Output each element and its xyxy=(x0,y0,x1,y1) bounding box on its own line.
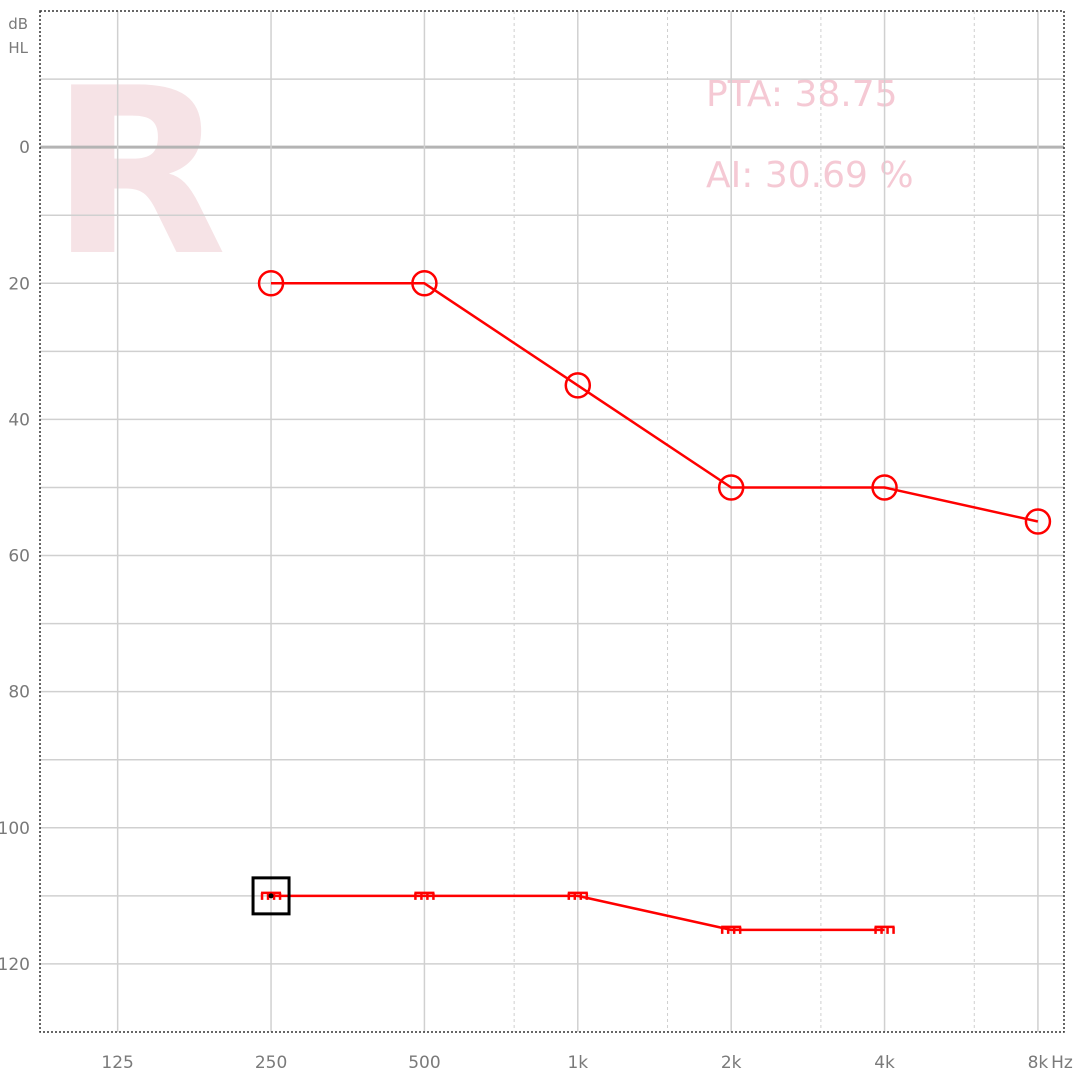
comb-marker[interactable] xyxy=(874,925,895,934)
grid-lines xyxy=(40,11,1064,1032)
threshold-circle-marker[interactable] xyxy=(717,474,745,501)
x-tick-label: 8k xyxy=(1028,1053,1049,1073)
selection-cursor-box[interactable] xyxy=(251,876,291,916)
comb-marker[interactable] xyxy=(260,891,282,900)
pta-value: PTA: 38.75 xyxy=(706,74,898,115)
y-tick-label: 40 xyxy=(8,410,30,430)
comb-marker[interactable] xyxy=(414,891,435,900)
y-tick-label: 20 xyxy=(8,274,30,294)
threshold-circle-marker[interactable] xyxy=(257,270,285,297)
y-unit-hl: HL xyxy=(8,39,28,57)
x-tick-label: 250 xyxy=(255,1053,287,1073)
ai-value: AI: 30.69 % xyxy=(706,155,914,196)
threshold-circle-marker[interactable] xyxy=(871,474,898,501)
x-tick-label: 125 xyxy=(101,1053,133,1073)
y-tick-label: 80 xyxy=(8,683,30,703)
comb-marker[interactable] xyxy=(720,925,742,934)
y-unit-db: dB xyxy=(8,15,28,33)
threshold-circle-marker[interactable] xyxy=(411,270,438,297)
comb-threshold-line xyxy=(271,894,885,932)
x-tick-label: 1k xyxy=(567,1053,588,1073)
axis-labels: 0 20 40 60 80 100 120 dB HL 125 250 500 1k 2k 4k 8k Hz xyxy=(0,15,1073,1073)
x-tick-label: 500 xyxy=(408,1053,440,1073)
threshold-circle-marker[interactable] xyxy=(564,372,592,399)
comb-marker[interactable] xyxy=(567,891,589,900)
threshold-line xyxy=(271,282,1039,523)
y-tick-label: 0 xyxy=(19,138,30,158)
x-tick-label: 4k xyxy=(874,1053,895,1073)
chart-background: R PTA: 38.75 AI: 30.69 % xyxy=(50,40,914,307)
x-tick-label: 2k xyxy=(721,1053,742,1073)
ear-watermark-letter: R xyxy=(50,40,227,307)
y-tick-label: 60 xyxy=(8,547,30,567)
y-tick-label: 100 xyxy=(0,819,30,839)
series-layer xyxy=(251,270,1052,934)
plot-border-dotted xyxy=(39,10,1065,1033)
x-unit-hz: Hz xyxy=(1051,1053,1073,1073)
threshold-circle-marker[interactable] xyxy=(1024,508,1052,535)
selection-cursor-dot xyxy=(268,893,274,899)
plot-border xyxy=(39,10,1065,1033)
y-tick-label: 120 xyxy=(0,955,30,975)
